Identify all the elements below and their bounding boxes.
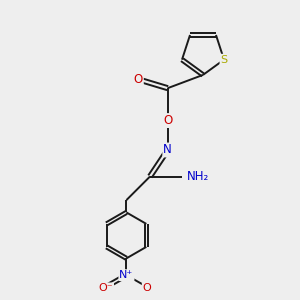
Text: N⁺: N⁺ (119, 270, 134, 280)
Text: O: O (134, 73, 143, 86)
Text: N: N (163, 143, 172, 157)
Text: O⁻: O⁻ (98, 284, 113, 293)
Text: O: O (163, 114, 172, 127)
Text: NH₂: NH₂ (187, 170, 209, 183)
Text: S: S (220, 55, 228, 65)
Text: O: O (143, 284, 152, 293)
